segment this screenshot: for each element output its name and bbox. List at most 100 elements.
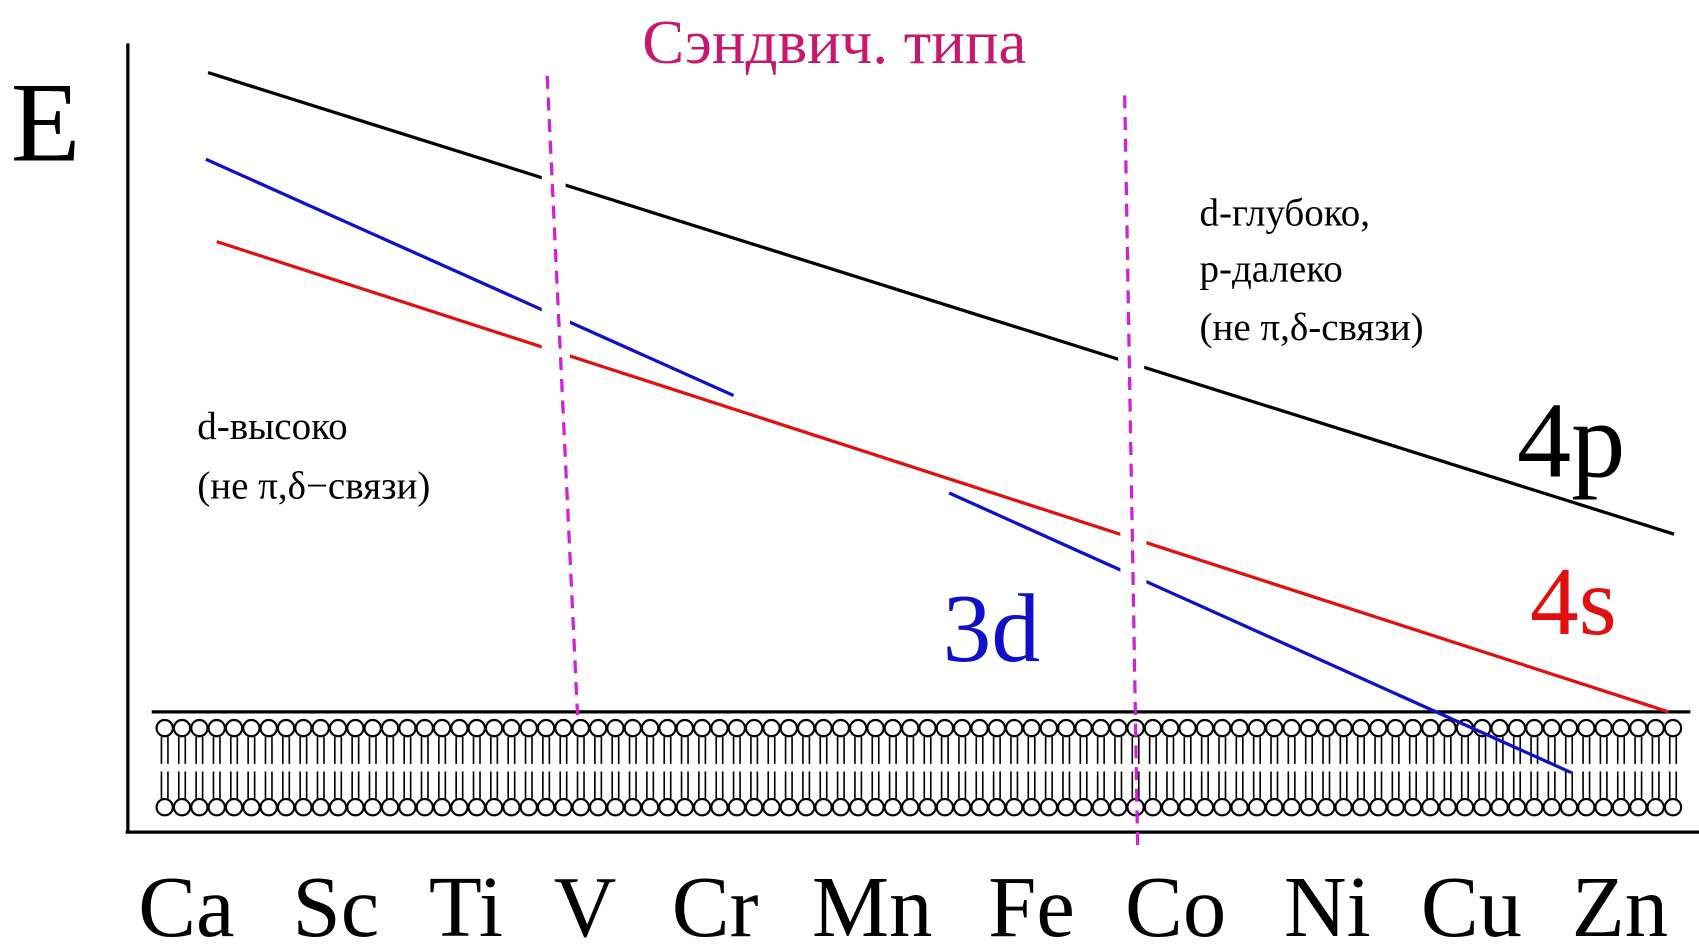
lipid-head [727,798,747,817]
lipid-head [640,718,660,738]
element-label: Fe [988,859,1075,947]
lipid-head [1577,718,1596,738]
lipid-head [831,718,851,738]
lipid-head [1022,718,1041,738]
lipid-head [502,798,521,817]
annotation: (не π,δ-связи) [1199,306,1423,349]
lipid-head [1577,798,1596,817]
lipid-head [1438,718,1457,738]
lipid-head [1091,718,1111,738]
lipid-head [294,718,313,738]
lipid-head [346,718,365,738]
lipid-head [1299,718,1319,738]
lipid-head [554,798,573,817]
lipid-head [571,718,590,738]
curve-label: 3d [943,575,1041,683]
lipid-head [1403,798,1423,817]
lipid-head [883,798,903,817]
line-3d [948,491,1572,775]
lipid-head [762,798,781,817]
lipid-head [1490,798,1509,817]
lipid-head [380,798,400,817]
lipid-head [1161,798,1180,817]
lipid-head [883,718,903,738]
lipid-head [987,718,1007,738]
lipid-head [1611,798,1631,817]
lipid-head [710,718,729,738]
lipid-head [1334,798,1353,817]
lipid-head [1299,798,1319,817]
element-label: Ni [1284,859,1371,947]
lipid-head [484,798,504,817]
lipid-head [1525,718,1544,738]
element-label: Cr [672,859,759,947]
lipid-head [502,718,521,738]
lipid-head [172,718,192,738]
lipid-head [536,798,556,817]
lipid-head [1369,718,1388,738]
lipid-head [1351,718,1371,738]
lipid-head [398,718,417,738]
lipid-head [450,718,469,738]
axis-label: E [11,59,81,185]
lipid-head [1161,718,1180,738]
lipid-head [276,718,296,738]
line-3d [205,157,735,397]
lipid-head [224,798,244,817]
lipid-head [1403,718,1423,738]
lipid-head [1056,718,1076,738]
lipid-head [588,718,608,738]
lipid-head [1282,798,1301,817]
lipid-head [779,718,799,738]
lipid-head [866,798,885,817]
lipid-head [1455,798,1475,817]
lipid-head [1143,798,1163,817]
lipid-head [606,718,625,738]
lipid-head [311,798,330,817]
title: Сэндвич. типа [642,7,1026,77]
lipid-head [1611,718,1631,738]
lipid-head [328,718,348,738]
element-label: V [554,859,617,947]
lipid-head [744,798,764,817]
lipid-head [1438,798,1457,817]
lipid-head [1178,798,1197,817]
lipid-head [224,718,244,738]
lipid-head [831,798,851,817]
lipid-head [952,718,972,738]
curve-label: 4s [1530,548,1617,656]
lipid-head [970,798,989,817]
lipid-head [952,798,972,817]
lipid-head [1195,798,1215,817]
lipid-head [1247,798,1267,817]
lipid-head [1109,718,1128,738]
lipid-head [814,798,833,817]
annotation: d-глубоко, [1199,191,1370,234]
lipid-head [346,798,365,817]
lipid-head [1369,798,1388,817]
lipid-head [623,718,643,738]
lipid-head [1004,798,1024,817]
lipid-head [1507,798,1527,817]
lipid-head [1039,718,1059,738]
lipid-head [1265,718,1284,738]
lipid-head [987,798,1007,817]
lipid-head [380,718,400,738]
lipid-head [1525,798,1544,817]
lipid-head [363,798,382,817]
lipid-head [1230,718,1249,738]
element-label: Mn [812,859,932,947]
lipid-head [1247,718,1267,738]
element-label: Ti [429,859,503,947]
lipid-head [1230,798,1249,817]
lipid-head [1646,718,1665,738]
lipid-head [658,718,677,738]
lipid-head [1421,718,1440,738]
line-gaps [541,162,1147,594]
lipid-head [606,798,625,817]
lipid-head [190,798,209,817]
lipid-head [554,718,573,738]
lipid-head [1490,718,1509,738]
lipid-head [1004,718,1024,738]
lipid-head [1629,718,1648,738]
